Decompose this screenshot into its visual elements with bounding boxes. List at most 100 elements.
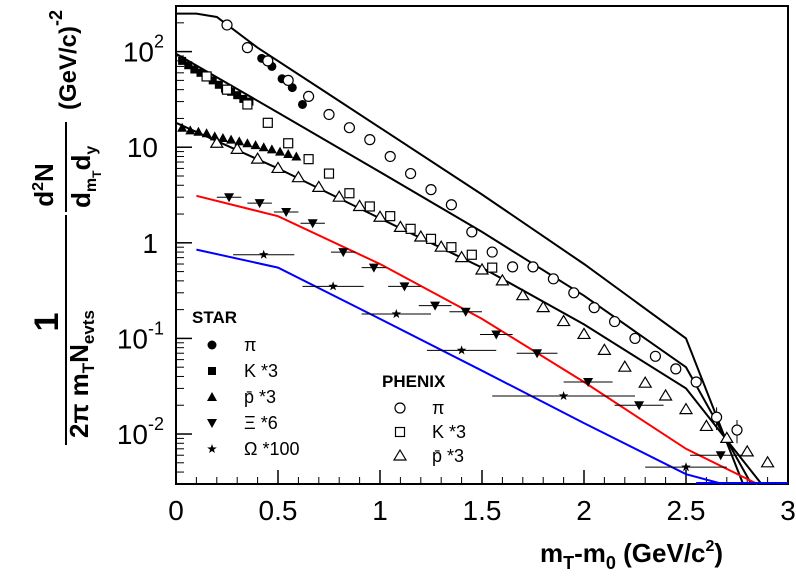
series-star-filled-star bbox=[233, 249, 727, 472]
data-point bbox=[217, 132, 228, 142]
x-tick-label: 0.5 bbox=[259, 495, 298, 526]
data-point bbox=[532, 349, 543, 359]
phenix-legend-marker bbox=[394, 402, 406, 414]
data-point bbox=[193, 126, 204, 136]
x-tick-label: 2 bbox=[576, 495, 592, 526]
phenix-legend-marker bbox=[392, 448, 408, 461]
data-point bbox=[608, 315, 621, 328]
data-point bbox=[303, 90, 315, 103]
y-tick-label: 102 bbox=[123, 32, 164, 68]
data-point bbox=[221, 19, 233, 31]
data-point bbox=[258, 142, 269, 152]
data-point bbox=[303, 154, 314, 165]
star-legend-title: STAR bbox=[192, 308, 237, 327]
data-point bbox=[583, 377, 594, 387]
data-point bbox=[283, 138, 294, 149]
data-point bbox=[190, 65, 199, 74]
y-axis-label: 1 2π mTNevts d2N dmTdy (GeV/c)-2 bbox=[28, 10, 104, 445]
star-legend-marker bbox=[208, 367, 216, 375]
ylabel-part-dmt: dmTdy bbox=[66, 146, 104, 208]
data-point bbox=[466, 226, 478, 238]
data-point bbox=[332, 190, 347, 202]
data-point bbox=[588, 302, 600, 314]
data-point bbox=[715, 451, 726, 461]
data-point bbox=[242, 99, 253, 110]
data-point bbox=[226, 134, 237, 144]
data-point bbox=[393, 220, 408, 232]
series-phenix-open-triangle-up bbox=[209, 136, 775, 468]
y-tick-label: 10-1 bbox=[117, 318, 164, 354]
data-point bbox=[368, 263, 379, 273]
star-legend-label: K *3 bbox=[244, 361, 278, 381]
data-point bbox=[372, 210, 388, 222]
data-point bbox=[291, 151, 302, 161]
data-point bbox=[699, 419, 714, 432]
star-legend-marker bbox=[207, 392, 217, 401]
data-point bbox=[491, 330, 502, 340]
data-point bbox=[446, 242, 457, 253]
data-point bbox=[634, 401, 645, 411]
ylabel-part-one: 1 bbox=[28, 313, 66, 332]
data-point bbox=[291, 170, 306, 183]
data-point bbox=[425, 233, 437, 244]
data-point bbox=[405, 223, 416, 234]
data-point bbox=[311, 180, 326, 192]
data-point bbox=[568, 287, 580, 299]
data-point bbox=[184, 61, 193, 70]
y-tick-label: 10 bbox=[127, 132, 158, 163]
data-point bbox=[456, 345, 467, 355]
data-point bbox=[254, 199, 265, 209]
star-legend-label: Ξ *6 bbox=[244, 413, 278, 433]
data-point bbox=[556, 314, 571, 327]
data-point bbox=[259, 249, 269, 259]
data-point bbox=[209, 136, 224, 148]
data-point bbox=[270, 161, 286, 174]
phenix-legend-label: p̄ *3 bbox=[432, 446, 464, 466]
x-tick-label: 2.5 bbox=[667, 495, 706, 526]
data-point bbox=[385, 211, 396, 222]
phenix-legend-marker bbox=[394, 426, 406, 438]
data-point bbox=[681, 462, 691, 472]
data-point bbox=[719, 431, 734, 443]
series-star-filled-triangle-down bbox=[216, 193, 752, 461]
y-tick-label: 10-2 bbox=[117, 414, 164, 450]
data-point bbox=[617, 360, 632, 372]
data-point bbox=[558, 391, 569, 400]
data-point bbox=[547, 273, 560, 285]
data-point bbox=[536, 300, 551, 313]
data-point bbox=[297, 99, 307, 109]
data-point bbox=[515, 288, 530, 301]
data-point bbox=[230, 142, 245, 154]
data-point bbox=[214, 80, 223, 89]
data-point bbox=[241, 42, 253, 54]
ylabel-part-d2n: d2N bbox=[29, 163, 59, 207]
data-point bbox=[201, 71, 212, 82]
star-legend-marker bbox=[207, 419, 217, 428]
phenix-legend-title: PHENIX bbox=[382, 372, 446, 391]
data-point bbox=[460, 307, 471, 317]
fit-curve bbox=[176, 12, 745, 485]
data-point bbox=[364, 134, 376, 146]
data-point bbox=[275, 146, 286, 156]
data-point bbox=[250, 151, 265, 164]
data-point bbox=[262, 117, 273, 128]
data-point bbox=[328, 281, 338, 291]
data-point bbox=[307, 219, 318, 229]
data-point bbox=[234, 136, 245, 146]
series-phenix-open-square bbox=[201, 71, 498, 273]
data-point bbox=[323, 168, 335, 179]
data-point bbox=[445, 199, 457, 211]
data-point bbox=[283, 148, 294, 158]
phenix-legend-label: K *3 bbox=[432, 422, 466, 442]
x-axis-label: mT-m0 (GeV/c2) bbox=[540, 538, 723, 573]
data-point bbox=[399, 282, 410, 292]
data-point bbox=[178, 56, 187, 65]
data-point bbox=[239, 94, 248, 103]
data-point bbox=[391, 309, 402, 319]
data-point bbox=[678, 402, 694, 415]
data-point bbox=[221, 84, 233, 95]
series-star-filled-square bbox=[178, 56, 254, 106]
data-point bbox=[224, 193, 235, 203]
fit-curve bbox=[196, 194, 758, 485]
